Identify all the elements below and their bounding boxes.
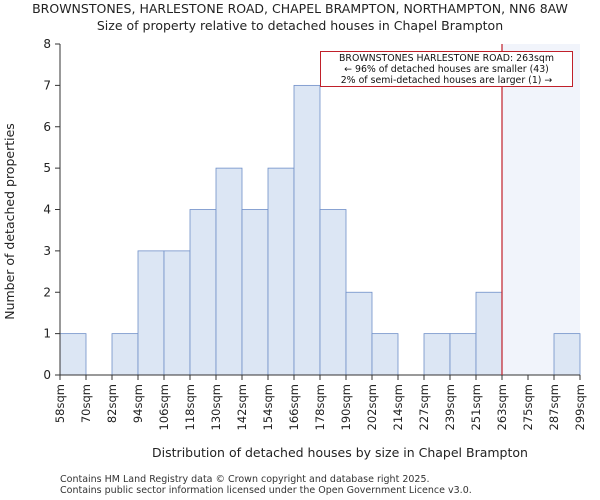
chart-subtitle: Size of property relative to detached ho… <box>96 18 504 33</box>
y-tick-label: 2 <box>43 285 51 299</box>
footer-licence: Contains public sector information licen… <box>60 485 472 496</box>
histogram-bar <box>475 291 503 376</box>
y-tick-label: 8 <box>43 37 51 51</box>
annotation-line-3: 2% of semi-detached houses are larger (1… <box>340 75 553 86</box>
y-tick-label: 7 <box>43 78 51 92</box>
y-tick-label: 4 <box>43 203 51 217</box>
x-tick-label: 275sqm <box>521 384 535 430</box>
y-tick-label: 1 <box>43 327 51 341</box>
histogram-bar <box>111 333 139 376</box>
x-tick-label: 214sqm <box>391 384 405 430</box>
histogram-bar <box>423 333 451 376</box>
histogram-bar <box>319 209 347 376</box>
histogram-bar <box>215 167 243 376</box>
x-tick-label: 263sqm <box>495 384 509 430</box>
histogram-bar <box>293 84 321 376</box>
y-axis-title: Number of detached properties <box>2 123 17 320</box>
histogram-bar <box>59 333 87 376</box>
x-tick-label: 118sqm <box>183 384 197 430</box>
x-tick-label: 190sqm <box>339 384 353 430</box>
x-tick-label: 142sqm <box>235 384 249 430</box>
x-tick-label: 94sqm <box>131 384 145 423</box>
y-tick-label: 5 <box>43 161 51 175</box>
highlight-region <box>502 44 580 375</box>
x-tick-label: 166sqm <box>287 384 301 430</box>
y-tick-label: 3 <box>43 244 51 258</box>
histogram-bar <box>163 250 191 376</box>
x-tick-label: 70sqm <box>79 384 93 423</box>
x-tick-label: 58sqm <box>53 384 67 423</box>
histogram-bar <box>371 333 399 376</box>
histogram-bar <box>345 291 373 376</box>
x-tick-label: 106sqm <box>157 384 171 430</box>
annotation-line-1: BROWNSTONES HARLESTONE ROAD: 263sqm <box>339 53 554 64</box>
y-tick-label: 0 <box>43 368 51 382</box>
x-tick-label: 287sqm <box>547 384 561 430</box>
annotation-line-2: ← 96% of detached houses are smaller (43… <box>344 64 549 75</box>
histogram-bar <box>189 209 217 376</box>
x-tick-label: 178sqm <box>313 384 327 430</box>
histogram-bar <box>137 250 165 376</box>
x-tick-label: 299sqm <box>573 384 587 430</box>
histogram-bar <box>267 167 295 376</box>
y-tick-label: 6 <box>43 120 51 134</box>
x-tick-label: 154sqm <box>261 384 275 430</box>
x-tick-label: 82sqm <box>105 384 119 423</box>
x-tick-label: 202sqm <box>365 384 379 430</box>
histogram-bar <box>449 333 477 376</box>
x-axis-title: Distribution of detached houses by size … <box>152 445 528 460</box>
annotation-box: BROWNSTONES HARLESTONE ROAD: 263sqm ← 96… <box>320 51 573 87</box>
chart-title-address: BROWNSTONES, HARLESTONE ROAD, CHAPEL BRA… <box>32 1 568 16</box>
x-tick-label: 239sqm <box>443 384 457 430</box>
x-tick-label: 227sqm <box>417 384 431 430</box>
x-tick-label: 130sqm <box>209 384 223 430</box>
histogram-bar <box>553 333 581 376</box>
footer-copyright: Contains HM Land Registry data © Crown c… <box>60 474 430 485</box>
x-tick-label: 251sqm <box>469 384 483 430</box>
histogram-bar <box>241 209 269 376</box>
